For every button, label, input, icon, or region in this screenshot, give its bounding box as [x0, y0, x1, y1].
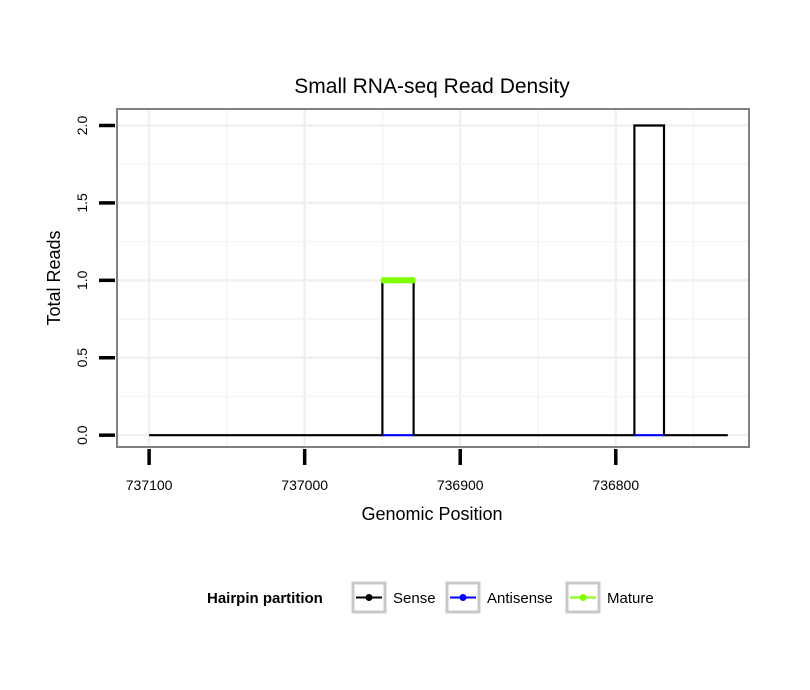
legend: Hairpin partition Sense Antisense Mature: [207, 581, 654, 614]
legend-label: Antisense: [487, 590, 553, 607]
chart-title: Small RNA-seq Read Density: [294, 75, 570, 98]
series-mature-point: [380, 276, 388, 284]
legend-label: Sense: [393, 590, 436, 607]
x-tick-label: 736900: [437, 477, 484, 493]
y-tick-label: 1.5: [74, 193, 90, 213]
y-tick-label: 0.5: [74, 348, 90, 368]
grid: [118, 110, 748, 446]
legend-key-point: [365, 594, 373, 601]
y-tick-label: 0.0: [74, 425, 90, 445]
legend-items: Sense Antisense Mature: [351, 581, 654, 614]
series-sense-line: [149, 124, 728, 437]
plot-frame: [116, 108, 750, 448]
x-tick-label: 736800: [592, 477, 639, 493]
series-layer: [149, 124, 728, 437]
x-tick-label: 737100: [126, 477, 173, 493]
x-axis: 737100 737000 736900 736800: [126, 449, 639, 493]
y-axis: 0.0 0.5 1.0 1.5 2.0: [74, 116, 115, 445]
legend-title: Hairpin partition: [207, 590, 323, 607]
y-tick-label: 1.0: [74, 270, 90, 290]
y-axis-label: Total Reads: [44, 230, 64, 325]
legend-key-point: [579, 594, 587, 601]
legend-key: [445, 581, 481, 614]
y-tick-label: 2.0: [74, 116, 90, 136]
legend-key-point: [459, 594, 467, 601]
x-axis-label: Genomic Position: [361, 504, 502, 524]
legend-label: Mature: [607, 590, 654, 607]
x-tick-label: 737000: [281, 477, 328, 493]
series-mature-point: [408, 276, 416, 284]
